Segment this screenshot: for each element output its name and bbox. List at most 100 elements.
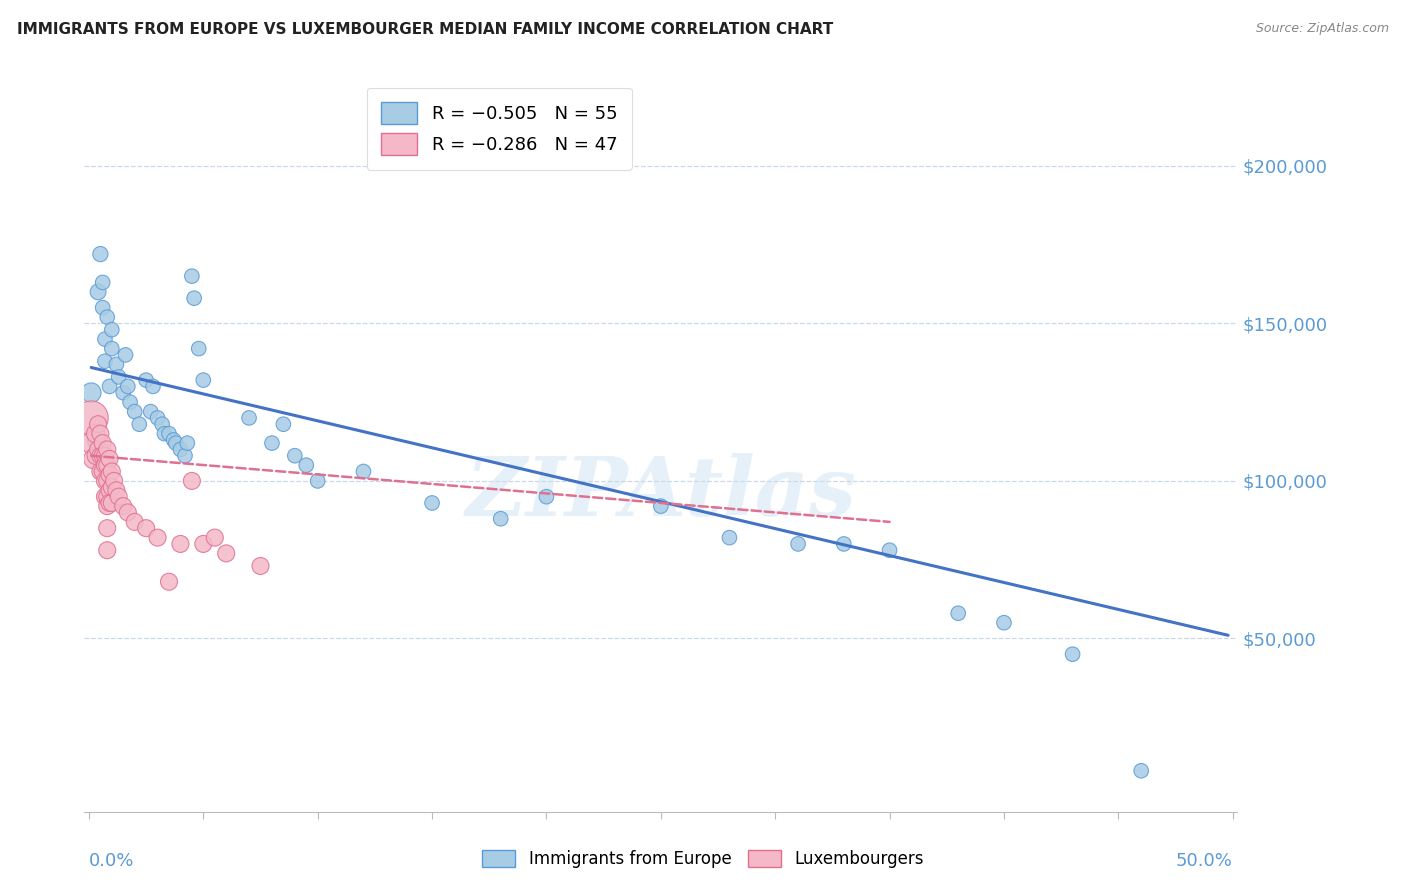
Point <box>80 385 103 400</box>
Point <box>98 451 121 466</box>
Point <box>91 465 114 479</box>
Point <box>193 537 215 551</box>
Point <box>489 512 512 526</box>
Point <box>96 490 118 504</box>
Point <box>150 417 173 432</box>
Point <box>83 436 105 450</box>
Text: 0.0%: 0.0% <box>89 853 135 871</box>
Point <box>98 379 121 393</box>
Point <box>718 531 741 545</box>
Point <box>101 342 124 356</box>
Point <box>215 546 238 560</box>
Point <box>948 606 970 620</box>
Point <box>94 490 117 504</box>
Point <box>96 499 118 513</box>
Point <box>91 449 114 463</box>
Point <box>124 404 146 418</box>
Legend: Immigrants from Europe, Luxembourgers: Immigrants from Europe, Luxembourgers <box>475 843 931 875</box>
Point <box>96 543 118 558</box>
Point <box>96 458 118 472</box>
Point <box>169 537 191 551</box>
Point <box>162 433 184 447</box>
Point <box>84 426 107 441</box>
Point <box>96 310 118 324</box>
Point <box>120 395 142 409</box>
Point <box>180 474 202 488</box>
Point <box>284 449 307 463</box>
Point <box>260 436 283 450</box>
Point <box>295 458 318 472</box>
Point <box>83 451 105 466</box>
Point <box>1130 764 1153 778</box>
Point <box>832 537 855 551</box>
Point <box>135 373 157 387</box>
Point <box>101 496 124 510</box>
Point <box>787 537 810 551</box>
Text: ZIPAtlas: ZIPAtlas <box>465 453 856 533</box>
Point <box>96 474 118 488</box>
Point <box>105 357 128 371</box>
Point <box>94 332 117 346</box>
Text: IMMIGRANTS FROM EUROPE VS LUXEMBOURGER MEDIAN FAMILY INCOME CORRELATION CHART: IMMIGRANTS FROM EUROPE VS LUXEMBOURGER M… <box>17 22 834 37</box>
Point <box>352 465 374 479</box>
Text: Source: ZipAtlas.com: Source: ZipAtlas.com <box>1256 22 1389 36</box>
Point <box>96 521 118 535</box>
Point <box>87 417 110 432</box>
Text: 50.0%: 50.0% <box>1175 853 1233 871</box>
Point <box>103 474 125 488</box>
Point <box>112 499 135 513</box>
Point <box>146 531 169 545</box>
Point <box>146 411 169 425</box>
Point <box>139 404 162 418</box>
Point <box>91 276 114 290</box>
Point <box>87 442 110 457</box>
Point <box>89 247 111 261</box>
Point <box>117 505 139 519</box>
Point <box>128 417 150 432</box>
Point <box>117 379 139 393</box>
Point <box>176 436 198 450</box>
Point <box>84 433 107 447</box>
Point <box>536 490 558 504</box>
Point <box>993 615 1015 630</box>
Point <box>165 436 187 450</box>
Point <box>1062 647 1084 661</box>
Point <box>183 291 205 305</box>
Point <box>94 474 117 488</box>
Point <box>169 442 191 457</box>
Point <box>94 458 117 472</box>
Point <box>174 449 197 463</box>
Legend: R = −0.505   N = 55, R = −0.286   N = 47: R = −0.505 N = 55, R = −0.286 N = 47 <box>367 87 631 169</box>
Point <box>124 515 146 529</box>
Point <box>238 411 260 425</box>
Point <box>193 373 215 387</box>
Point <box>101 323 124 337</box>
Point <box>98 467 121 482</box>
Point <box>114 348 136 362</box>
Point <box>420 496 443 510</box>
Point <box>94 354 117 368</box>
Point <box>307 474 329 488</box>
Point <box>112 385 135 400</box>
Point <box>180 269 202 284</box>
Point <box>273 417 295 432</box>
Point <box>101 480 124 494</box>
Point <box>89 449 111 463</box>
Point <box>135 521 157 535</box>
Point <box>80 411 103 425</box>
Point <box>204 531 226 545</box>
Point <box>157 574 180 589</box>
Point <box>249 559 271 574</box>
Point <box>107 370 129 384</box>
Point <box>187 342 209 356</box>
Point <box>879 543 901 558</box>
Point <box>91 436 114 450</box>
Point <box>94 449 117 463</box>
Point <box>96 442 118 457</box>
Point <box>650 499 672 513</box>
Point <box>84 449 107 463</box>
Point <box>89 426 111 441</box>
Point <box>142 379 165 393</box>
Point <box>98 496 121 510</box>
Point <box>101 465 124 479</box>
